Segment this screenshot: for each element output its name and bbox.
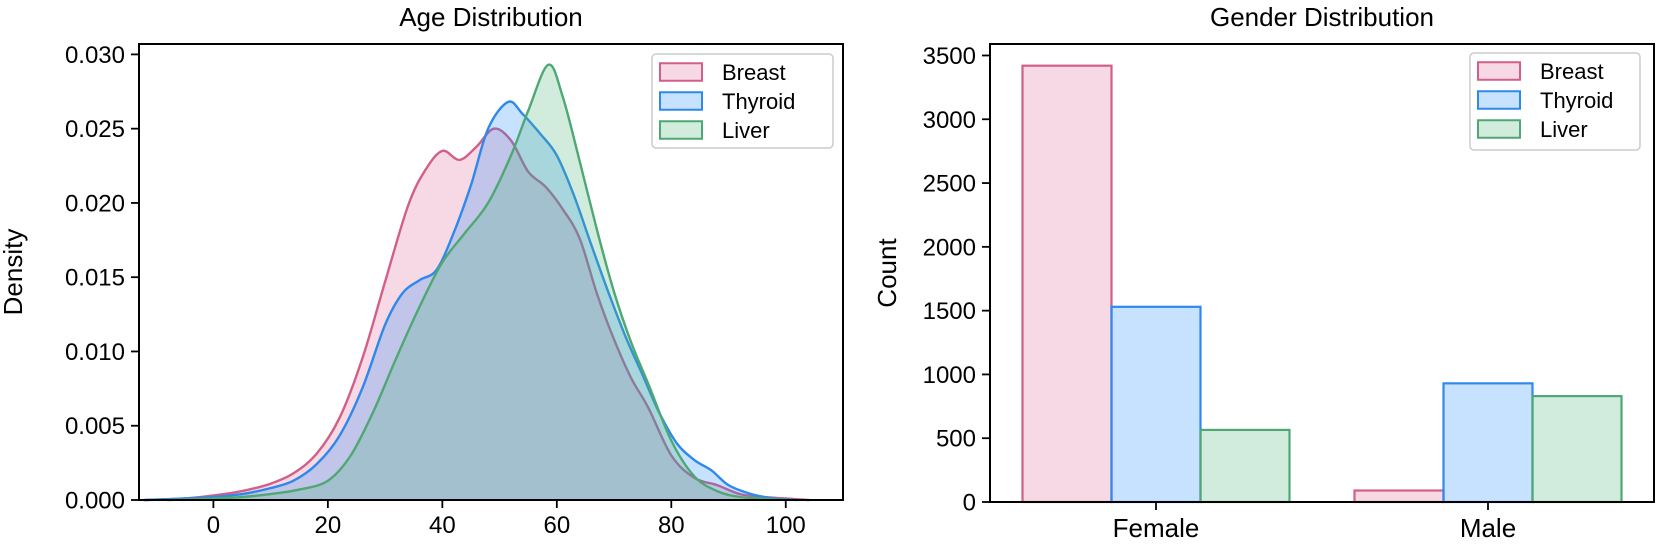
y-tick-label: 3500 xyxy=(923,43,976,70)
legend-label-thyroid: Thyroid xyxy=(1540,88,1613,113)
chart-title: Gender Distribution xyxy=(1210,2,1434,32)
legend: Breast Thyroid Liver xyxy=(651,53,834,149)
y-tick-label: 1000 xyxy=(923,362,976,389)
bar-male-thyroid xyxy=(1442,382,1534,504)
kde-curve-thyroid xyxy=(143,100,799,502)
category-label-female: Female xyxy=(1113,513,1200,543)
y-tick-label: 0.015 xyxy=(65,265,125,292)
y-tick-label: 0.010 xyxy=(65,339,125,366)
bar-male-liver xyxy=(1531,395,1623,504)
kde-fill-breast xyxy=(144,128,809,500)
x-tick-label: 20 xyxy=(315,512,342,539)
legend-swatch-breast xyxy=(659,62,703,82)
y-tick-label: 1500 xyxy=(923,298,976,325)
y-tick-label: 0.030 xyxy=(65,42,125,69)
kde-fill-thyroid xyxy=(144,101,798,501)
legend-label-breast: Breast xyxy=(1540,59,1604,84)
legend-swatch-liver xyxy=(1477,119,1521,139)
bar-male-breast xyxy=(1353,489,1445,504)
y-tick-label: 2000 xyxy=(923,234,976,261)
legend-label-liver: Liver xyxy=(1540,117,1588,142)
y-tick-label: 0 xyxy=(963,490,976,517)
kde-fill-liver xyxy=(167,64,786,501)
y-tick-label: 3000 xyxy=(923,107,976,134)
legend-box xyxy=(1469,52,1641,151)
y-tick-label: 500 xyxy=(936,426,976,453)
y-axis-label: Count xyxy=(872,238,902,308)
gender-distribution-chart: 0 500 1000 1500 2000 2500 3000 3500 Female Male Ge… xyxy=(872,2,1655,543)
y-tick-label: 0.000 xyxy=(65,488,125,515)
y-tick-label: 2500 xyxy=(923,171,976,198)
bar-female-breast xyxy=(1021,64,1113,504)
axes-spines xyxy=(138,43,844,501)
legend-swatch-thyroid xyxy=(1477,90,1521,110)
x-tick-label: 100 xyxy=(766,512,806,539)
axes-spines xyxy=(989,43,1655,503)
legend-label-thyroid: Thyroid xyxy=(722,89,795,114)
bar-female-thyroid xyxy=(1110,305,1202,504)
legend-swatch-thyroid xyxy=(659,91,703,111)
legend-box xyxy=(651,53,834,149)
kde-curve-liver xyxy=(166,63,787,502)
bar-female-liver xyxy=(1199,428,1291,504)
legend: Breast Thyroid Liver xyxy=(1469,52,1641,151)
chart-title: Age Distribution xyxy=(399,2,583,32)
x-tick-label: 0 xyxy=(207,512,220,539)
y-tick-label: 0.005 xyxy=(65,413,125,440)
category-label-male: Male xyxy=(1460,513,1516,543)
y-tick-label: 0.025 xyxy=(65,116,125,143)
x-tick-label: 60 xyxy=(543,512,570,539)
y-axis-label: Density xyxy=(0,229,28,316)
legend-label-liver: Liver xyxy=(722,118,770,143)
legend-swatch-liver xyxy=(659,120,703,140)
x-tick-label: 80 xyxy=(658,512,685,539)
age-distribution-chart: 0.000 0.005 0.010 0.015 0.020 0.025 0.030 0 20 40… xyxy=(0,2,844,539)
legend-label-breast: Breast xyxy=(722,60,786,85)
legend-swatch-breast xyxy=(1477,61,1521,81)
kde-curve-breast xyxy=(143,127,810,502)
x-tick-label: 40 xyxy=(429,512,456,539)
y-tick-label: 0.020 xyxy=(65,190,125,217)
